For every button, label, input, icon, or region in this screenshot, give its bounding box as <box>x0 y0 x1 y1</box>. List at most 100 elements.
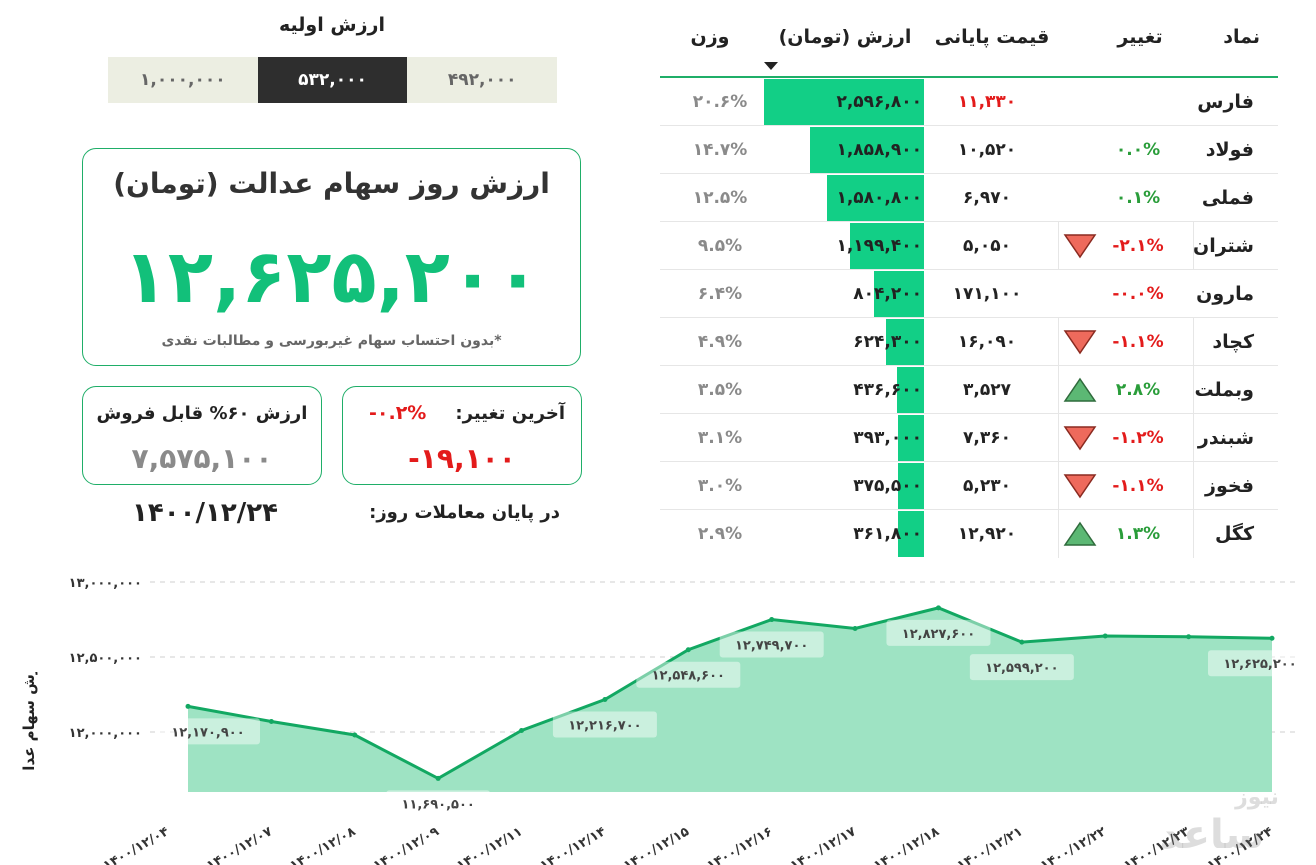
data-point[interactable] <box>1186 634 1192 640</box>
cell-symbol[interactable]: فخوز <box>1205 475 1254 497</box>
trend-up-icon <box>1060 510 1100 558</box>
table-row: شتران -۲.۱% ۵,۰۵۰ ۱,۱۹۹,۴۰۰ ۹.۵% <box>660 222 1278 270</box>
x-tick-label: ۱۴۰۰/۱۲/۱۸ <box>871 824 942 865</box>
cell-value: ۶۲۴,۳۰۰ <box>720 318 924 366</box>
cell-weight: ۲۰.۶% <box>692 92 748 112</box>
watermark-logo: نیوز ساعد <box>1160 785 1279 858</box>
value-bar <box>898 511 924 557</box>
value-text: ۸۰۴,۲۰۰ <box>853 284 922 304</box>
cell-value: ۴۳۶,۶۰۰ <box>720 366 924 414</box>
table-header: نماد تغییر قیمت پایانی ارزش (تومان) وزن <box>660 22 1278 78</box>
cell-weight: ۱۴.۷% <box>692 140 748 160</box>
data-point[interactable] <box>519 728 525 733</box>
cell-symbol[interactable]: فملی <box>1201 187 1254 209</box>
y-tick-label: ۱۳,۰۰۰,۰۰۰ <box>69 576 142 591</box>
cell-change: -۱.۱% <box>1112 476 1164 496</box>
cell-change: -۱.۱% <box>1112 332 1164 352</box>
value-text: ۶۲۴,۳۰۰ <box>853 332 922 352</box>
data-point[interactable] <box>1019 639 1025 645</box>
trend-down-icon <box>1060 414 1100 462</box>
trend-down-icon <box>1060 318 1100 366</box>
data-point[interactable] <box>685 647 691 653</box>
cell-symbol[interactable]: فارس <box>1197 91 1254 113</box>
cell-value: ۱,۵۸۰,۸۰۰ <box>720 174 924 222</box>
x-tick-label: ۱۴۰۰/۱۲/۰۴ <box>101 824 172 865</box>
cell-symbol[interactable]: شبندر <box>1197 427 1254 449</box>
data-label: ۱۲,۶۲۵,۲۰۰ <box>1208 650 1312 677</box>
data-point[interactable] <box>352 732 358 738</box>
cell-price: ۱۷۱,۱۰۰ <box>952 284 1022 304</box>
table-row: فخوز -۱.۱% ۵,۲۳۰ ۳۷۵,۵۰۰ ۳.۰% <box>660 462 1278 510</box>
holdings-table: نماد تغییر قیمت پایانی ارزش (تومان) وزن … <box>660 22 1278 558</box>
cell-price: ۱۰,۵۲۰ <box>957 140 1017 160</box>
cell-weight: ۱۲.۵% <box>692 188 748 208</box>
data-label-text: ۱۱,۶۹۰,۵۰۰ <box>401 797 474 812</box>
data-point[interactable] <box>852 626 858 631</box>
data-label: ۱۱,۶۹۰,۵۰۰ <box>386 790 491 817</box>
header-value[interactable]: ارزش (تومان) <box>778 26 912 48</box>
data-point[interactable] <box>1102 633 1108 639</box>
last-change-value: -۱۹,۱۰۰ <box>408 442 516 475</box>
value-text: ۱,۵۸۰,۸۰۰ <box>836 188 922 208</box>
data-label-text: ۱۲,۵۴۸,۶۰۰ <box>652 669 725 684</box>
data-point[interactable] <box>268 719 274 724</box>
cell-symbol[interactable]: وبملت <box>1194 379 1254 401</box>
data-label: ۱۲,۸۲۷,۶۰۰ <box>886 619 991 646</box>
cell-weight: ۶.۴% <box>697 284 743 304</box>
initial-option-532000[interactable]: ۵۳۲,۰۰۰ <box>257 57 408 103</box>
table-row: وبملت ۲.۸% ۳,۵۲۷ ۴۳۶,۶۰۰ ۳.۵% <box>660 366 1278 414</box>
cell-divider <box>1193 222 1194 269</box>
cell-divider <box>1058 414 1059 461</box>
value-text: ۴۳۶,۶۰۰ <box>853 380 922 400</box>
header-price[interactable]: قیمت پایانی <box>934 26 1050 48</box>
data-label-text: ۱۲,۵۹۹,۲۰۰ <box>985 661 1058 676</box>
value-text: ۳۹۳,۰۰۰ <box>853 428 922 448</box>
x-tick-label: ۱۴۰۰/۱۲/۰۷ <box>204 824 275 865</box>
cell-price: ۱۱,۳۳۰ <box>957 92 1017 112</box>
x-tick-label: ۱۴۰۰/۱۲/۱۱ <box>454 824 525 865</box>
data-label: ۱۲,۲۱۶,۷۰۰ <box>552 711 657 738</box>
data-label: ۱۲,۵۴۸,۶۰۰ <box>636 661 741 688</box>
data-label: ۱۲,۱۷۰,۹۰۰ <box>156 718 260 745</box>
cell-symbol[interactable]: کگل <box>1214 523 1254 545</box>
cell-weight: ۳.۱% <box>697 428 743 448</box>
initial-option-492000[interactable]: ۴۹۲,۰۰۰ <box>407 57 558 103</box>
initial-option-1000000[interactable]: ۱,۰۰۰,۰۰۰ <box>108 57 258 103</box>
header-symbol[interactable]: نماد <box>1223 26 1260 48</box>
data-point[interactable] <box>185 703 191 709</box>
cell-symbol[interactable]: شتران <box>1193 235 1254 257</box>
cell-value: ۸۰۴,۲۰۰ <box>720 270 924 318</box>
header-change[interactable]: تغییر <box>1117 26 1163 48</box>
current-value-card: ارزش روز سهام عدالت (تومان) ۱۲,۶۲۵,۲۰۰ *… <box>82 148 581 366</box>
x-tick-label: ۱۴۰۰/۱۲/۲۲ <box>1038 824 1109 865</box>
initial-value-options: ۱,۰۰۰,۰۰۰ ۵۳۲,۰۰۰ ۴۹۲,۰۰۰ <box>108 57 558 103</box>
x-tick-label: ۱۴۰۰/۱۲/۱۷ <box>788 824 859 865</box>
x-tick-label: ۱۴۰۰/۱۲/۲۱ <box>955 824 1026 865</box>
cell-symbol[interactable]: کچاد <box>1212 331 1254 353</box>
x-tick-label: ۱۴۰۰/۱۲/۰۸ <box>288 824 359 865</box>
last-change-label: آخرین تغییر: <box>455 403 565 424</box>
table-row: کچاد -۱.۱% ۱۶,۰۹۰ ۶۲۴,۳۰۰ ۴.۹% <box>660 318 1278 366</box>
area-fill <box>188 607 1272 792</box>
cell-price: ۷,۳۶۰ <box>963 428 1011 448</box>
data-label: ۱۲,۷۴۹,۷۰۰ <box>719 631 824 658</box>
cell-divider <box>1058 366 1059 413</box>
cell-symbol[interactable]: مارون <box>1196 283 1254 305</box>
cell-change: -۱.۲% <box>1112 428 1164 448</box>
data-point[interactable] <box>935 605 941 611</box>
cell-symbol[interactable]: فولاد <box>1205 139 1254 161</box>
header-weight[interactable]: وزن <box>690 26 730 48</box>
data-point[interactable] <box>1269 635 1275 641</box>
cell-divider <box>1193 414 1194 461</box>
table-row: شبندر -۱.۲% ۷,۳۶۰ ۳۹۳,۰۰۰ ۳.۱% <box>660 414 1278 462</box>
cell-weight: ۳.۵% <box>697 380 743 400</box>
cell-divider <box>1193 462 1194 509</box>
data-point[interactable] <box>602 696 608 702</box>
watermark-text-main: ساعد <box>1160 812 1265 858</box>
cell-price: ۶,۹۷۰ <box>963 188 1011 208</box>
data-point[interactable] <box>435 775 441 781</box>
data-point[interactable] <box>769 617 775 623</box>
cell-price: ۳,۵۲۷ <box>963 380 1011 400</box>
value-bar <box>885 319 924 365</box>
data-label: ۱۲,۵۹۹,۲۰۰ <box>969 654 1074 681</box>
